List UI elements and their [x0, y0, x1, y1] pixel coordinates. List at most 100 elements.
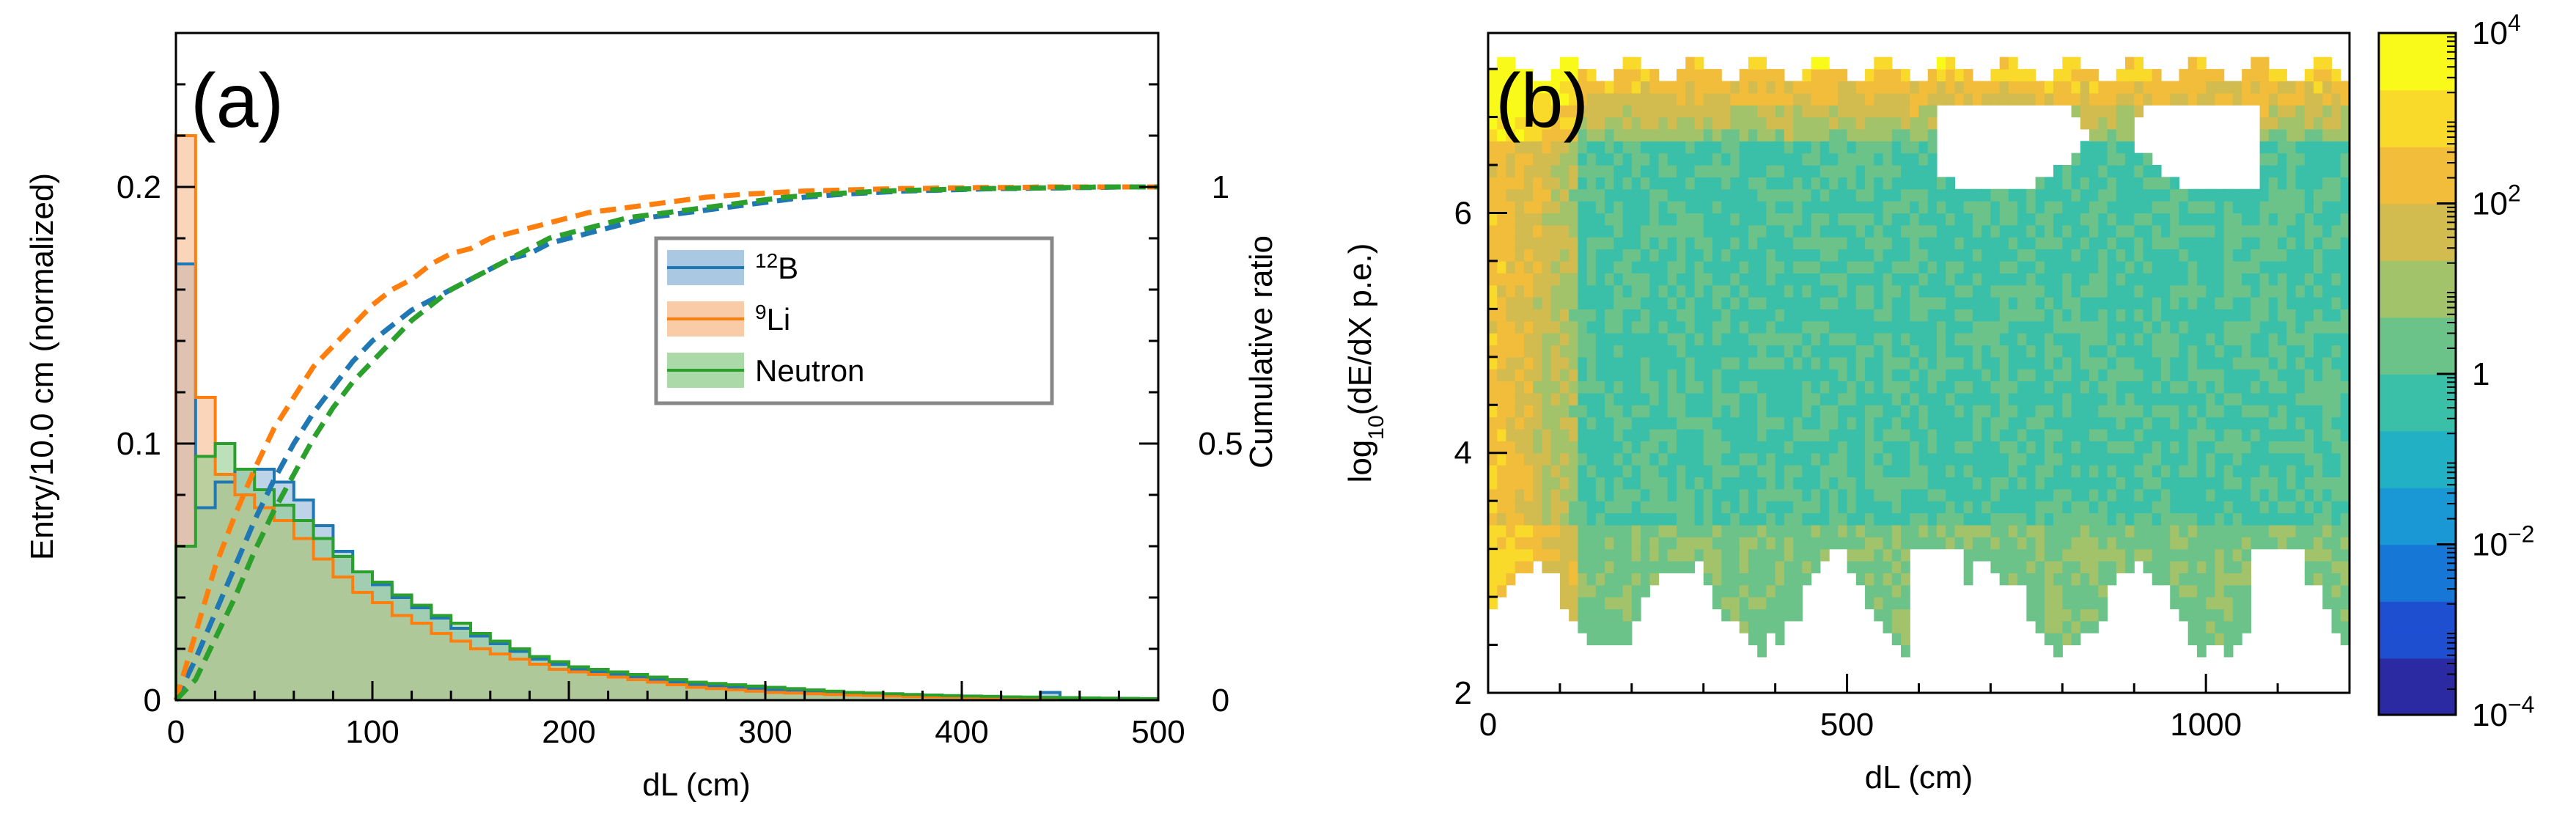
- heatmap-cell: [2179, 416, 2189, 430]
- heatmap-cell: [1595, 416, 1605, 430]
- heatmap-cell: [1963, 69, 1973, 82]
- heatmap-cell: [1515, 165, 1525, 177]
- heatmap-cell: [1990, 465, 2001, 478]
- heatmap-cell: [2071, 597, 2081, 610]
- heatmap-cell: [2242, 584, 2251, 598]
- heatmap-cell: [2116, 128, 2126, 141]
- heatmap-cell: [1506, 309, 1516, 322]
- heatmap-cell: [1667, 381, 1677, 394]
- heatmap-cell: [2134, 237, 2144, 250]
- colorbar-segment: [2379, 374, 2456, 403]
- heatmap-cell: [2071, 152, 2081, 166]
- heatmap-cell: [1515, 260, 1525, 273]
- heatmap-cell: [1883, 584, 1893, 598]
- heatmap-cell: [1739, 548, 1749, 562]
- heatmap-cell: [1865, 260, 1874, 273]
- heatmap-cell: [1488, 465, 1498, 478]
- heatmap-cell: [1694, 356, 1704, 370]
- heatmap-cell: [1605, 369, 1614, 382]
- heatmap-cell: [2251, 488, 2261, 501]
- heatmap-cell: [1677, 224, 1686, 238]
- heatmap-cell: [2152, 392, 2162, 405]
- heatmap-cell: [1865, 309, 1874, 322]
- heatmap-cell: [2242, 369, 2251, 382]
- heatmap-cell: [1523, 512, 1534, 526]
- heatmap-cell: [2331, 345, 2341, 358]
- heatmap-cell: [1883, 69, 1893, 82]
- heatmap-cell: [1963, 333, 1973, 346]
- heatmap-cell: [2089, 152, 2099, 166]
- heatmap-cell: [1883, 260, 1893, 273]
- heatmap-cell: [1927, 273, 1937, 286]
- heatmap-cell: [1730, 260, 1740, 273]
- heatmap-cell: [1685, 117, 1696, 130]
- heatmap-cell: [1488, 584, 1498, 598]
- heatmap-cell: [1838, 405, 1848, 418]
- heatmap-cell: [1497, 224, 1507, 238]
- heatmap-cell: [2125, 117, 2135, 130]
- heatmap-cell: [1641, 429, 1650, 441]
- heatmap-cell: [1497, 381, 1507, 394]
- heatmap-cell: [2116, 356, 2126, 370]
- heatmap-cell: [2107, 561, 2117, 573]
- heatmap-cell: [1739, 320, 1749, 334]
- heatmap-cell: [1703, 92, 1713, 106]
- heatmap-cell: [1605, 548, 1614, 562]
- heatmap-cell: [1910, 501, 1920, 514]
- heatmap-cell: [2223, 429, 2234, 441]
- heatmap-cell: [1865, 584, 1874, 598]
- heatmap-cell: [1622, 297, 1633, 309]
- heatmap-cell: [1595, 392, 1605, 405]
- heatmap-cell: [1649, 141, 1660, 154]
- heatmap-cell: [1730, 273, 1740, 286]
- heatmap-cell: [1649, 105, 1660, 118]
- heatmap-cell: [1677, 465, 1686, 478]
- heatmap-cell: [1533, 333, 1543, 346]
- heatmap-cell: [1515, 117, 1525, 130]
- heatmap-cell: [1488, 297, 1498, 309]
- heatmap-cell: [1748, 69, 1758, 82]
- colorbar-tick-base: 1: [2472, 356, 2489, 392]
- heatmap-cell: [2062, 356, 2072, 370]
- heatmap-cell: [1497, 81, 1507, 94]
- heatmap-cell: [1901, 452, 1910, 466]
- heatmap-cell: [2242, 416, 2251, 430]
- heatmap-cell: [2017, 548, 2027, 562]
- heatmap-cell: [1569, 260, 1578, 273]
- heatmap-cell: [1802, 117, 1812, 130]
- heatmap-cell: [1649, 524, 1660, 537]
- heatmap-cell: [2080, 369, 2090, 382]
- heatmap-cell: [2314, 405, 2323, 418]
- heatmap-cell: [2268, 224, 2278, 238]
- heatmap-cell: [2017, 309, 2027, 322]
- heatmap-cell: [1712, 105, 1722, 118]
- heatmap-cell: [1694, 260, 1704, 273]
- heatmap-cell: [1784, 117, 1794, 130]
- heatmap-cell: [1685, 284, 1696, 298]
- heatmap-cell: [1578, 512, 1588, 526]
- heatmap-cell: [2044, 416, 2054, 430]
- heatmap-cell: [1641, 141, 1650, 154]
- heatmap-cell: [1533, 128, 1543, 141]
- heatmap-cell: [2331, 584, 2341, 598]
- heatmap-cell: [1910, 429, 1920, 441]
- heatmap-cell: [1667, 249, 1677, 262]
- heatmap-cell: [2125, 260, 2135, 273]
- heatmap-cell: [2223, 609, 2234, 622]
- heatmap-cell: [2322, 345, 2333, 358]
- heatmap-cell: [1793, 488, 1803, 501]
- heatmap-cell: [1990, 524, 2001, 537]
- heatmap-cell: [1963, 561, 1973, 573]
- heatmap-cell: [2278, 117, 2287, 130]
- heatmap-cell: [2340, 105, 2350, 118]
- heatmap-cell: [2134, 165, 2144, 177]
- heatmap-cell: [2044, 488, 2054, 501]
- heatmap-cell: [2152, 177, 2162, 190]
- heatmap-cell: [1721, 561, 1732, 573]
- heatmap-cell: [1694, 452, 1704, 466]
- heatmap-cell: [2008, 320, 2018, 334]
- heatmap-cell: [1757, 260, 1767, 273]
- heatmap-cell: [1613, 524, 1624, 537]
- heatmap-cell: [2251, 369, 2261, 382]
- heatmap-cell: [2116, 273, 2126, 286]
